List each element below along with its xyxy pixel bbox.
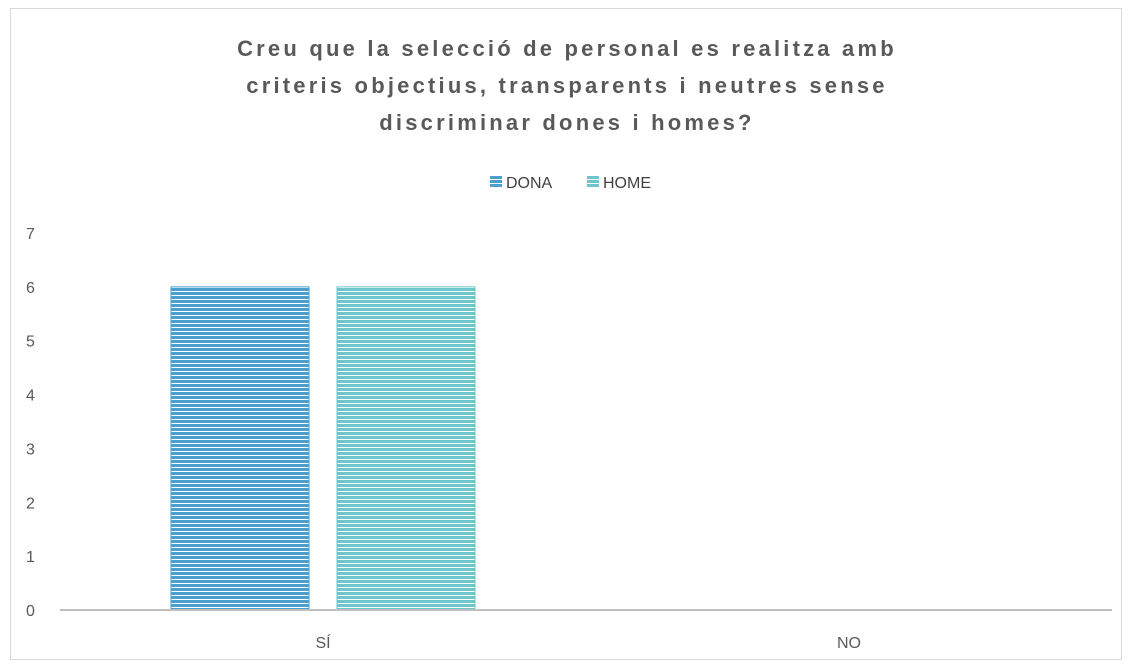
legend-swatch-dona [490, 175, 502, 187]
bars [170, 286, 476, 611]
chart-title-line-3: discriminar dones i homes? [379, 110, 754, 135]
y-tick-label: 1 [26, 549, 35, 566]
legend-swatch-home [587, 175, 599, 187]
legend: DONA HOME [490, 175, 651, 192]
y-tick-label: 5 [26, 334, 35, 351]
legend-label-dona: DONA [506, 175, 553, 192]
x-axis-ticks: SÍ NO [315, 633, 861, 652]
bar-home-0 [336, 286, 476, 611]
y-tick-label: 2 [26, 495, 35, 512]
legend-label-home: HOME [603, 175, 651, 192]
bar-dona-0 [170, 286, 310, 611]
y-tick-label: 4 [26, 388, 35, 405]
y-tick-label: 6 [26, 280, 35, 297]
y-axis-ticks: 0 1 2 3 4 5 6 7 [26, 226, 35, 620]
x-tick-label: NO [837, 635, 861, 652]
chart-title-line-2: criteris objectius, transparents i neutr… [246, 73, 887, 98]
chart-title-line-1: Creu que la selecció de personal es real… [237, 36, 897, 61]
y-tick-label: 0 [26, 603, 35, 620]
x-tick-label: SÍ [315, 633, 331, 652]
y-tick-label: 7 [26, 226, 35, 243]
y-tick-label: 3 [26, 441, 35, 458]
